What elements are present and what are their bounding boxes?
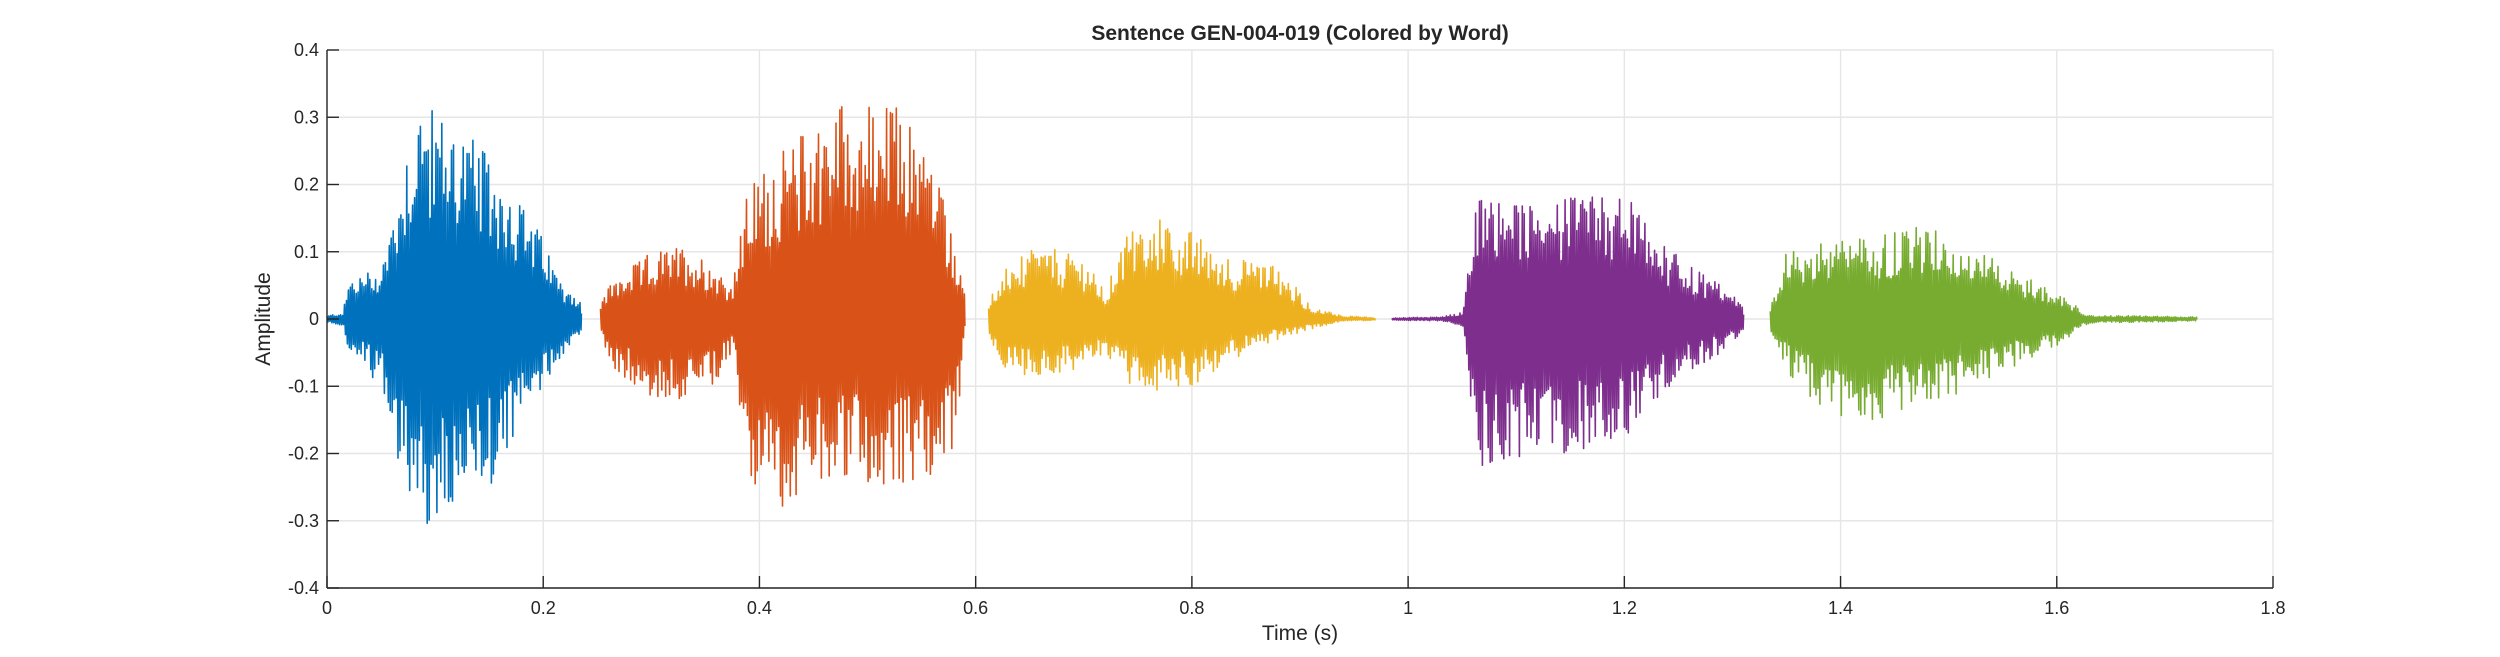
- x-tick-label: 0.2: [531, 598, 556, 618]
- y-tick-labels: -0.4 -0.3 -0.2 -0.1 0 0.1 0.2 0.3 0.4: [288, 40, 319, 598]
- x-tick-label: 0.4: [747, 598, 772, 618]
- y-tick-label: -0.1: [288, 376, 319, 396]
- y-tick-label: 0.2: [294, 175, 319, 195]
- x-tick-labels: 0 0.2 0.4 0.6 0.8 1 1.2 1.4 1.6 1.8: [322, 598, 2286, 618]
- waveform-series-3: [987, 219, 1377, 391]
- y-axis-label: Amplitude: [252, 272, 275, 365]
- x-tick-label: 1.2: [1612, 598, 1637, 618]
- x-tick-label: 1.8: [2260, 598, 2285, 618]
- y-tick-label: 0.3: [294, 107, 319, 127]
- waveform-series-5: [1769, 226, 2198, 420]
- y-tick-label: -0.3: [288, 511, 319, 531]
- x-tick-label: 0.6: [963, 598, 988, 618]
- x-tick-label: 1.4: [1828, 598, 1853, 618]
- waveform-series-1: [326, 110, 583, 525]
- x-axis-label: Time (s): [1262, 622, 1338, 645]
- chart-title: Sentence GEN-004-019 (Colored by Word): [1091, 22, 1508, 45]
- y-tick-label: 0: [309, 309, 319, 329]
- x-tick-label: 0.8: [1179, 598, 1204, 618]
- y-tick-label: -0.4: [288, 578, 319, 598]
- x-tick-label: 0: [322, 598, 332, 618]
- y-tick-label: -0.2: [288, 444, 319, 464]
- x-tick-label: 1: [1403, 598, 1413, 618]
- y-tick-label: 0.4: [294, 40, 319, 60]
- waveform-series-2: [599, 106, 966, 507]
- x-tick-label: 1.6: [2044, 598, 2069, 618]
- axes: [326, 49, 2274, 589]
- y-tick-label: 0.1: [294, 242, 319, 262]
- waveform-series: [326, 106, 2198, 525]
- waveform-series-4: [1391, 196, 1745, 466]
